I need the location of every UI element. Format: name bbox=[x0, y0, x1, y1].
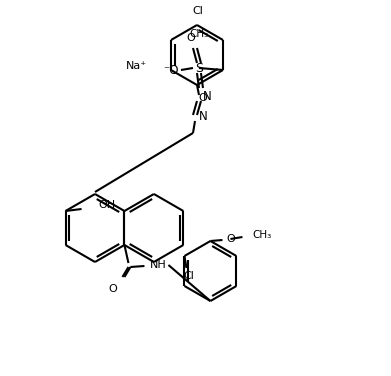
Text: O: O bbox=[199, 93, 207, 103]
Text: S: S bbox=[195, 62, 203, 74]
Text: OH: OH bbox=[99, 200, 116, 210]
Text: N: N bbox=[199, 111, 207, 123]
Text: O: O bbox=[226, 234, 235, 244]
Text: Na⁺: Na⁺ bbox=[126, 61, 147, 71]
Text: CH₃: CH₃ bbox=[253, 230, 272, 240]
Text: CH₃: CH₃ bbox=[190, 29, 209, 39]
Text: NH: NH bbox=[150, 260, 167, 270]
Text: Cl: Cl bbox=[183, 271, 194, 281]
Text: O: O bbox=[187, 33, 196, 43]
Text: O: O bbox=[108, 284, 117, 294]
Text: N: N bbox=[203, 91, 212, 103]
Text: ⁻O: ⁻O bbox=[163, 64, 179, 76]
Text: Cl: Cl bbox=[192, 6, 203, 16]
